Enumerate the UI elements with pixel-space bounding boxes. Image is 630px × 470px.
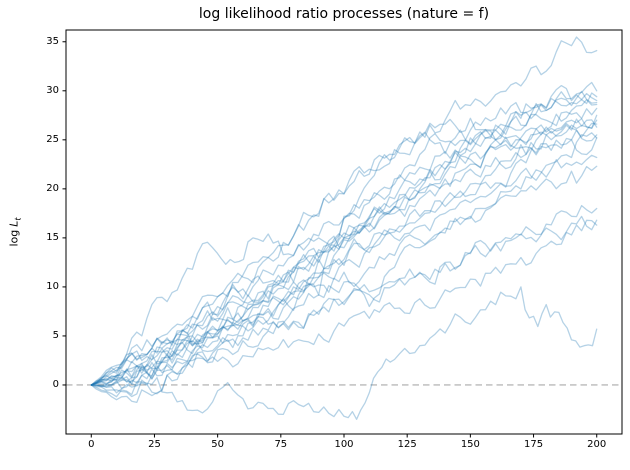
y-tick-label: 15 <box>46 231 59 243</box>
series-path <box>90 132 598 386</box>
series-path <box>90 36 598 386</box>
series-path <box>90 129 598 386</box>
series-path <box>90 286 598 420</box>
axes-frame <box>62 29 623 438</box>
x-tick-label: 175 <box>523 439 544 450</box>
x-tick-label: 100 <box>334 439 354 450</box>
series-path <box>90 99 598 386</box>
series-lines <box>90 36 598 420</box>
x-tick-label: 50 <box>211 439 224 450</box>
x-tick-label: 200 <box>587 439 607 450</box>
series-path <box>90 129 598 388</box>
series-path <box>90 81 598 386</box>
series-path <box>90 219 598 398</box>
y-tick-label: 20 <box>46 182 59 194</box>
y-tick-label: 5 <box>52 329 59 341</box>
y-tick-label: 10 <box>46 280 59 292</box>
y-tick-label: 0 <box>52 378 59 390</box>
series-path <box>90 204 598 386</box>
x-tick-label: 0 <box>88 439 95 450</box>
series-path <box>90 84 598 386</box>
x-tick-label: 150 <box>460 439 480 450</box>
y-tick-label: 30 <box>46 84 59 96</box>
series-path <box>90 154 598 386</box>
series-path <box>90 90 598 404</box>
series-path <box>90 117 598 386</box>
y-tick-label: 35 <box>46 35 59 47</box>
series-path <box>90 165 598 394</box>
series-path <box>90 107 598 386</box>
series-path <box>90 92 598 386</box>
series-path <box>90 114 598 386</box>
x-tick-label: 25 <box>148 439 161 450</box>
chart-title: log likelihood ratio processes (nature =… <box>198 6 490 22</box>
series-path <box>90 122 598 386</box>
x-tick-label: 75 <box>274 439 288 450</box>
series-path <box>90 215 598 389</box>
x-tick-label: 125 <box>397 439 417 450</box>
series-path <box>90 119 598 387</box>
y-tick-label: 25 <box>46 133 59 145</box>
